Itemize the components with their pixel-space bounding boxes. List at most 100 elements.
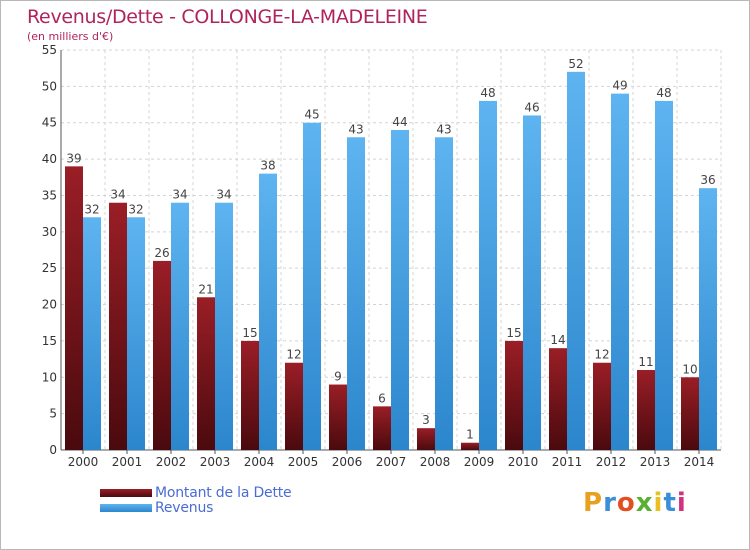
bar-revenus-2009 bbox=[479, 100, 497, 450]
bar-revenus-2014 bbox=[699, 188, 717, 450]
x-tick-label-2012: 2012 bbox=[596, 455, 627, 469]
bar-revenus-2011 bbox=[567, 71, 585, 451]
bar-dette-2000 bbox=[65, 166, 83, 450]
x-tick-label-2007: 2007 bbox=[376, 455, 407, 469]
data-label-revenus-2007: 44 bbox=[392, 115, 407, 129]
y-tick-label-0: 0 bbox=[49, 443, 57, 457]
data-label-dette-2012: 12 bbox=[594, 348, 609, 362]
bar-dette-2007 bbox=[373, 406, 391, 450]
bar-dette-2011 bbox=[549, 348, 567, 450]
x-tick-label-2000: 2000 bbox=[68, 455, 99, 469]
data-label-revenus-2014: 36 bbox=[700, 173, 715, 187]
bar-dette-2012 bbox=[593, 362, 611, 450]
legend-label-dette: Montant de la Dette bbox=[155, 485, 292, 501]
bar-revenus-2007 bbox=[391, 130, 409, 450]
bar-dette-2001 bbox=[109, 202, 127, 450]
data-label-revenus-2006: 43 bbox=[348, 122, 363, 136]
y-tick-label-55: 55 bbox=[42, 43, 57, 57]
y-tick-label-5: 5 bbox=[49, 407, 57, 421]
data-label-revenus-2010: 46 bbox=[524, 100, 539, 114]
bar-dette-2006 bbox=[329, 384, 347, 450]
logo-letter: o bbox=[616, 488, 636, 518]
bar-revenus-2006 bbox=[347, 137, 365, 451]
x-tick-label-2010: 2010 bbox=[508, 455, 539, 469]
legend-label-revenus: Revenus bbox=[155, 500, 214, 516]
data-label-revenus-2002: 34 bbox=[172, 188, 187, 202]
x-tick-label-2014: 2014 bbox=[684, 455, 715, 469]
data-label-dette-2013: 11 bbox=[638, 355, 653, 369]
data-label-dette-2001: 34 bbox=[110, 188, 125, 202]
data-label-revenus-2008: 43 bbox=[436, 122, 451, 136]
x-tick-label-2013: 2013 bbox=[640, 455, 671, 469]
y-tick-label-45: 45 bbox=[42, 116, 57, 130]
x-tick-label-2002: 2002 bbox=[156, 455, 187, 469]
legend-swatch-revenus bbox=[100, 504, 152, 512]
y-tick-label-50: 50 bbox=[42, 79, 57, 93]
data-label-dette-2014: 10 bbox=[682, 362, 697, 376]
data-label-revenus-2012: 49 bbox=[612, 79, 627, 93]
logo-letter: i bbox=[653, 488, 664, 518]
bar-revenus-2005 bbox=[303, 122, 321, 451]
bar-revenus-2004 bbox=[259, 173, 277, 451]
x-tick-label-2003: 2003 bbox=[200, 455, 231, 469]
bar-revenus-2008 bbox=[435, 137, 453, 451]
data-label-dette-2008: 3 bbox=[422, 413, 430, 427]
bar-revenus-2001 bbox=[127, 217, 145, 450]
y-tick-label-20: 20 bbox=[42, 298, 57, 312]
chart-title: Revenus/Dette - COLLONGE-LA-MADELEINE bbox=[27, 6, 428, 28]
x-tick-label-2004: 2004 bbox=[244, 455, 275, 469]
y-tick-label-10: 10 bbox=[42, 370, 57, 384]
data-label-dette-2011: 14 bbox=[550, 333, 565, 347]
legend-swatch-dette bbox=[100, 489, 152, 497]
data-label-dette-2004: 15 bbox=[242, 326, 257, 340]
data-label-revenus-2001: 32 bbox=[128, 202, 143, 216]
data-label-revenus-2005: 45 bbox=[304, 108, 319, 122]
x-tick-label-2005: 2005 bbox=[288, 455, 319, 469]
bar-dette-2010 bbox=[505, 340, 523, 450]
logo-letter: t bbox=[663, 488, 677, 518]
bar-revenus-2013 bbox=[655, 100, 673, 450]
data-label-dette-2010: 15 bbox=[506, 326, 521, 340]
chart-subtitle: (en milliers d'€) bbox=[27, 30, 114, 43]
data-label-dette-2002: 26 bbox=[154, 246, 169, 260]
data-label-revenus-2003: 34 bbox=[216, 188, 231, 202]
bar-dette-2004 bbox=[241, 340, 259, 450]
data-label-dette-2007: 6 bbox=[378, 391, 386, 405]
logo-letter: P bbox=[583, 488, 604, 518]
data-label-dette-2003: 21 bbox=[198, 282, 213, 296]
data-label-dette-2009: 1 bbox=[466, 428, 474, 442]
bar-dette-2005 bbox=[285, 362, 303, 450]
bar-revenus-2010 bbox=[523, 115, 541, 451]
x-tick-label-2001: 2001 bbox=[112, 455, 143, 469]
x-tick-label-2006: 2006 bbox=[332, 455, 363, 469]
logo-letter: x bbox=[635, 488, 654, 518]
x-tick-label-2011: 2011 bbox=[552, 455, 583, 469]
bar-revenus-2003 bbox=[215, 202, 233, 450]
logo-letter: r bbox=[603, 488, 617, 518]
bar-dette-2014 bbox=[681, 377, 699, 450]
data-label-revenus-2013: 48 bbox=[656, 86, 671, 100]
data-label-dette-2005: 12 bbox=[286, 348, 301, 362]
data-label-dette-2000: 39 bbox=[66, 151, 81, 165]
y-tick-label-15: 15 bbox=[42, 334, 57, 348]
data-label-revenus-2009: 48 bbox=[480, 86, 495, 100]
data-label-revenus-2000: 32 bbox=[84, 202, 99, 216]
bar-dette-2002 bbox=[153, 260, 171, 450]
x-tick-label-2009: 2009 bbox=[464, 455, 495, 469]
bar-dette-2009 bbox=[461, 442, 479, 450]
y-tick-label-30: 30 bbox=[42, 225, 57, 239]
bar-revenus-2012 bbox=[611, 93, 629, 451]
data-label-revenus-2004: 38 bbox=[260, 159, 275, 173]
bar-dette-2003 bbox=[197, 297, 215, 450]
data-label-dette-2006: 9 bbox=[334, 370, 342, 384]
logo-letter: i bbox=[676, 488, 687, 518]
y-tick-label-25: 25 bbox=[42, 261, 57, 275]
bar-dette-2013 bbox=[637, 370, 655, 450]
bar-revenus-2002 bbox=[171, 202, 189, 450]
data-label-revenus-2011: 52 bbox=[568, 57, 583, 71]
y-tick-label-35: 35 bbox=[42, 188, 57, 202]
bar-revenus-2000 bbox=[83, 217, 101, 450]
x-tick-label-2008: 2008 bbox=[420, 455, 451, 469]
